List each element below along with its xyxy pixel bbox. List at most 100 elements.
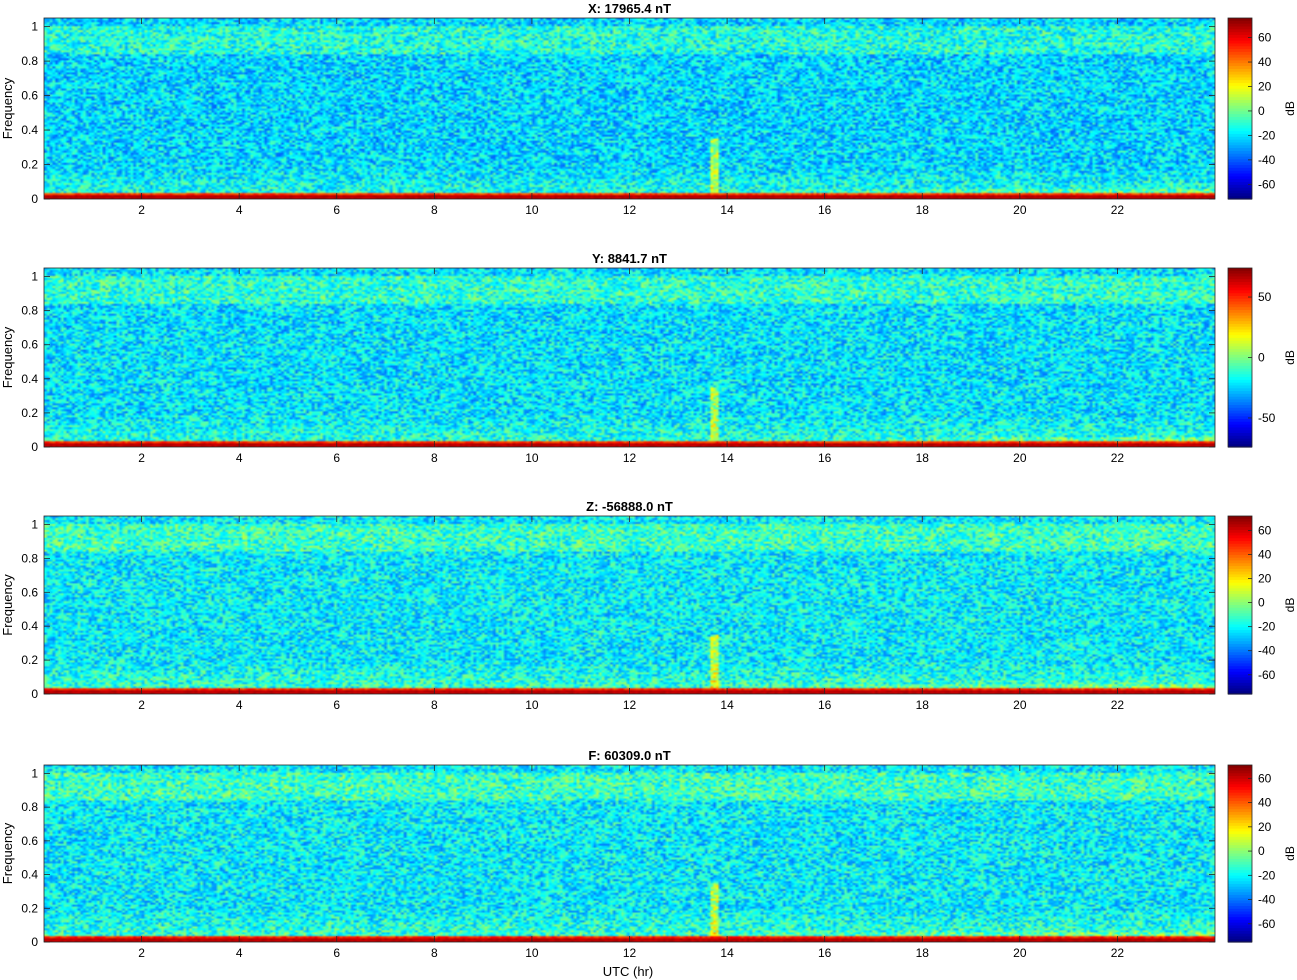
colorbar-tick-label: 0 — [1258, 351, 1265, 365]
y-axis-label: Frequency — [0, 574, 15, 636]
x-tick-label: 4 — [236, 451, 243, 465]
panel-title: X: 17965.4 nT — [588, 1, 671, 16]
colorbar-segment — [1228, 541, 1252, 545]
colorbar-segment — [1228, 607, 1252, 612]
y-axis-label: Frequency — [0, 822, 15, 884]
colorbar-segment — [1228, 182, 1252, 186]
colorbar-segment — [1228, 532, 1252, 537]
colorbar-segment — [1228, 368, 1252, 373]
y-tick-label: 0.4 — [21, 372, 38, 386]
spectrogram-image — [44, 268, 1215, 447]
x-tick-label: 16 — [818, 203, 832, 217]
colorbar-segment — [1228, 588, 1252, 592]
colorbar-frame — [1227, 515, 1253, 695]
colorbar-segment — [1228, 26, 1252, 30]
colorbar-segment — [1228, 817, 1252, 821]
x-tick-label: 2 — [138, 451, 145, 465]
x-tick-label: 22 — [1111, 946, 1125, 960]
colorbar-segment — [1228, 179, 1252, 183]
colorbar-segment — [1228, 49, 1252, 53]
colorbar-tick-label: -50 — [1258, 411, 1276, 425]
colorbar-segment — [1228, 165, 1252, 169]
colorbar-segment — [1228, 776, 1252, 780]
colorbar-segment — [1228, 685, 1252, 690]
colorbar-label: dB — [1283, 350, 1297, 365]
colorbar-segment — [1228, 139, 1252, 144]
colorbar-segment — [1228, 170, 1252, 175]
colorbar-segment — [1228, 674, 1252, 678]
y-tick-label: 0.6 — [21, 585, 38, 599]
colorbar-segment — [1228, 273, 1252, 277]
colorbar-segment — [1228, 641, 1252, 645]
y-tick-label: 0 — [31, 440, 38, 454]
colorbar-segment — [1228, 102, 1252, 107]
colorbar-tick-label: -40 — [1258, 153, 1276, 167]
colorbar-tick-label: 40 — [1258, 547, 1272, 561]
colorbar-segment — [1228, 43, 1252, 47]
colorbar-segment — [1228, 190, 1252, 194]
colorbar-segment — [1228, 343, 1252, 347]
x-tick-label: 14 — [720, 946, 734, 960]
colorbar-segment — [1228, 34, 1252, 39]
colorbar-segment — [1228, 279, 1252, 283]
x-tick-label: 16 — [818, 698, 832, 712]
colorbar-segment — [1228, 789, 1252, 794]
colorbar-segment — [1228, 385, 1252, 389]
colorbar-segment — [1228, 301, 1252, 305]
colorbar-segment — [1228, 554, 1252, 559]
colorbar-segment — [1228, 908, 1252, 913]
colorbar-segment — [1228, 571, 1252, 576]
colorbar-label: dB — [1283, 846, 1297, 861]
colorbar-segment — [1228, 605, 1252, 609]
spectrogram-panel-4: F: 60309.0 nT2 4 6 8 10 12 14 16 18 20 2200.20.40.… — [0, 748, 1297, 960]
colorbar-segment — [1228, 574, 1252, 578]
x-tick-label: 2 — [138, 203, 145, 217]
colorbar-segment — [1228, 870, 1252, 874]
colorbar-segment — [1228, 922, 1252, 927]
colorbar-segment — [1228, 57, 1252, 62]
colorbar-segment — [1228, 663, 1252, 667]
colorbar-segment — [1228, 883, 1252, 888]
colorbar-segment — [1228, 875, 1252, 879]
colorbar-segment — [1228, 430, 1252, 434]
x-tick-label: 8 — [431, 203, 438, 217]
colorbar-segment — [1228, 557, 1252, 562]
colorbar-segment — [1228, 85, 1252, 90]
colorbar-segment — [1228, 128, 1252, 132]
colorbar-tick-label: 20 — [1258, 820, 1272, 834]
colorbar-segment — [1228, 602, 1252, 606]
colorbar-label: dB — [1283, 598, 1297, 613]
colorbar-segment — [1228, 116, 1252, 121]
colorbar-segment — [1228, 136, 1252, 141]
colorbar-segment — [1228, 839, 1252, 844]
colorbar-segment — [1228, 546, 1252, 550]
colorbar-segment — [1228, 856, 1252, 860]
colorbar-segment — [1228, 326, 1252, 331]
x-tick-label: 20 — [1013, 203, 1027, 217]
colorbar-tick-label: 0 — [1258, 596, 1265, 610]
x-tick-label: 6 — [333, 698, 340, 712]
colorbar-segment — [1228, 850, 1252, 855]
colorbar-segment — [1228, 133, 1252, 138]
colorbar-segment — [1228, 928, 1252, 932]
colorbar-segment — [1228, 37, 1252, 42]
colorbar-segment — [1228, 433, 1252, 437]
colorbar-segment — [1228, 861, 1252, 866]
x-tick-label: 22 — [1111, 451, 1125, 465]
colorbar-segment — [1228, 119, 1252, 124]
colorbar-segment — [1228, 820, 1252, 824]
colorbar-segment — [1228, 552, 1252, 556]
x-tick-label: 10 — [525, 203, 539, 217]
x-tick-label: 4 — [236, 698, 243, 712]
colorbar-segment — [1228, 388, 1252, 392]
colorbar-segment — [1228, 337, 1252, 342]
colorbar-segment — [1228, 307, 1252, 311]
colorbar-segment — [1228, 357, 1252, 361]
colorbar-segment — [1228, 46, 1252, 50]
colorbar-segment — [1228, 630, 1252, 634]
colorbar-segment — [1228, 399, 1252, 403]
x-tick-label: 20 — [1013, 698, 1027, 712]
colorbar-segment — [1228, 287, 1252, 291]
colorbar-segment — [1228, 360, 1252, 364]
